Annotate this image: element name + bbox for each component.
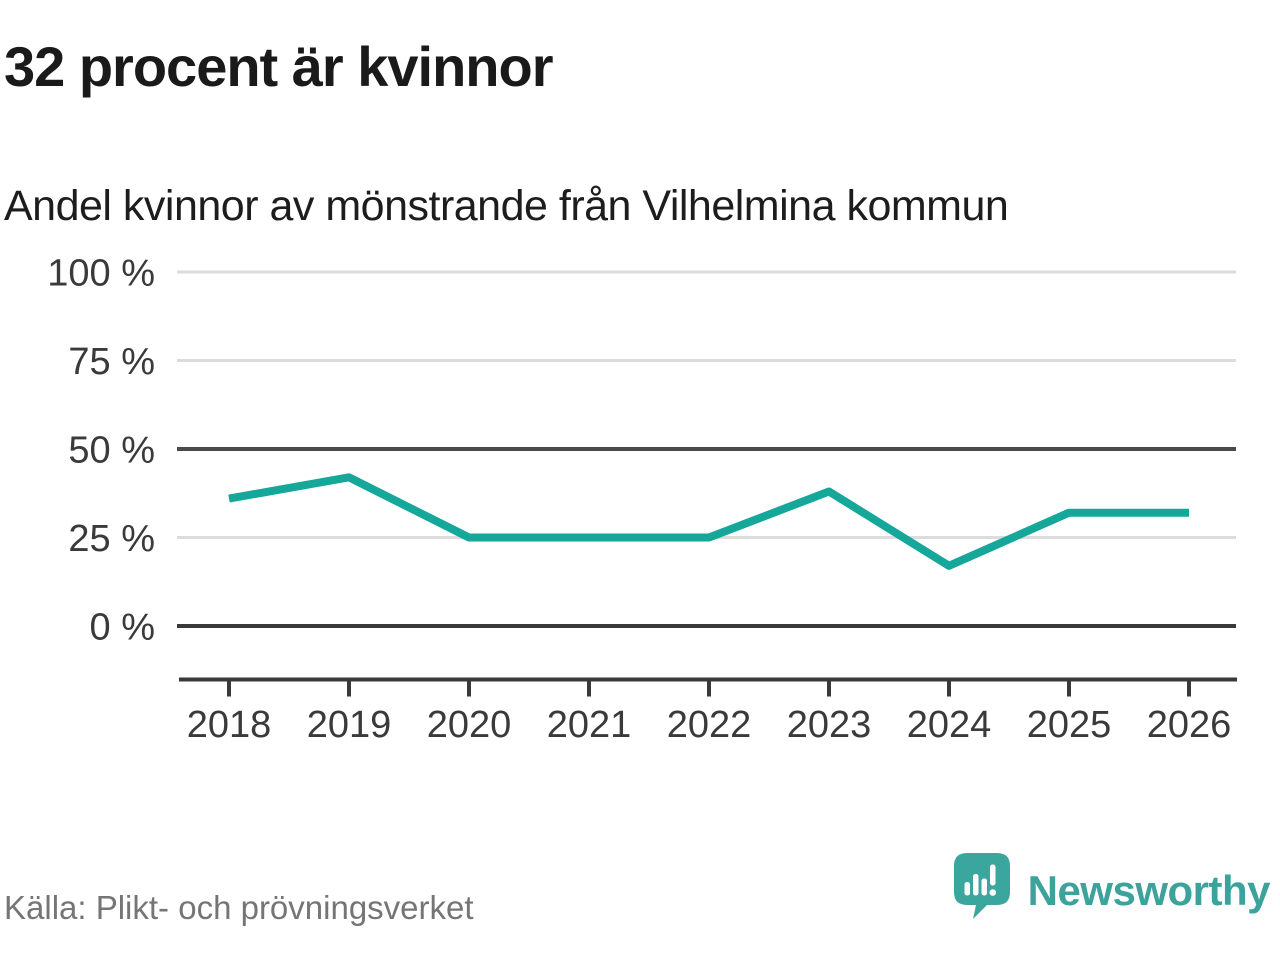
y-tick-label: 25 % bbox=[68, 518, 155, 560]
x-tick-label: 2022 bbox=[667, 704, 752, 746]
x-tick-label: 2024 bbox=[907, 704, 992, 746]
x-tick-label: 2021 bbox=[547, 704, 632, 746]
brand-lockup: Newsworthy bbox=[953, 853, 1271, 925]
x-tick-label: 2018 bbox=[187, 704, 272, 746]
source-attribution: Källa: Plikt- och prövningsverket bbox=[4, 889, 474, 926]
brand-name: Newsworthy bbox=[1027, 867, 1271, 914]
newsworthy-speech-bubble-chart-icon bbox=[953, 853, 1010, 919]
x-tick-label: 2019 bbox=[307, 704, 392, 746]
chart-subtitle: Andel kvinnor av mönstrande från Vilhelm… bbox=[4, 182, 1009, 230]
y-tick-label: 50 % bbox=[68, 429, 155, 471]
y-tick-label: 75 % bbox=[68, 341, 155, 383]
y-tick-label: 0 % bbox=[90, 606, 155, 648]
y-tick-label: 100 % bbox=[47, 252, 155, 294]
data-line-series bbox=[228, 473, 1189, 570]
x-tick-label: 2025 bbox=[1027, 704, 1112, 746]
x-tick-label: 2020 bbox=[427, 704, 512, 746]
x-tick-label: 2026 bbox=[1147, 704, 1232, 746]
page-title: 32 procent är kvinnor bbox=[4, 35, 554, 98]
x-tick-label: 2023 bbox=[787, 704, 872, 746]
